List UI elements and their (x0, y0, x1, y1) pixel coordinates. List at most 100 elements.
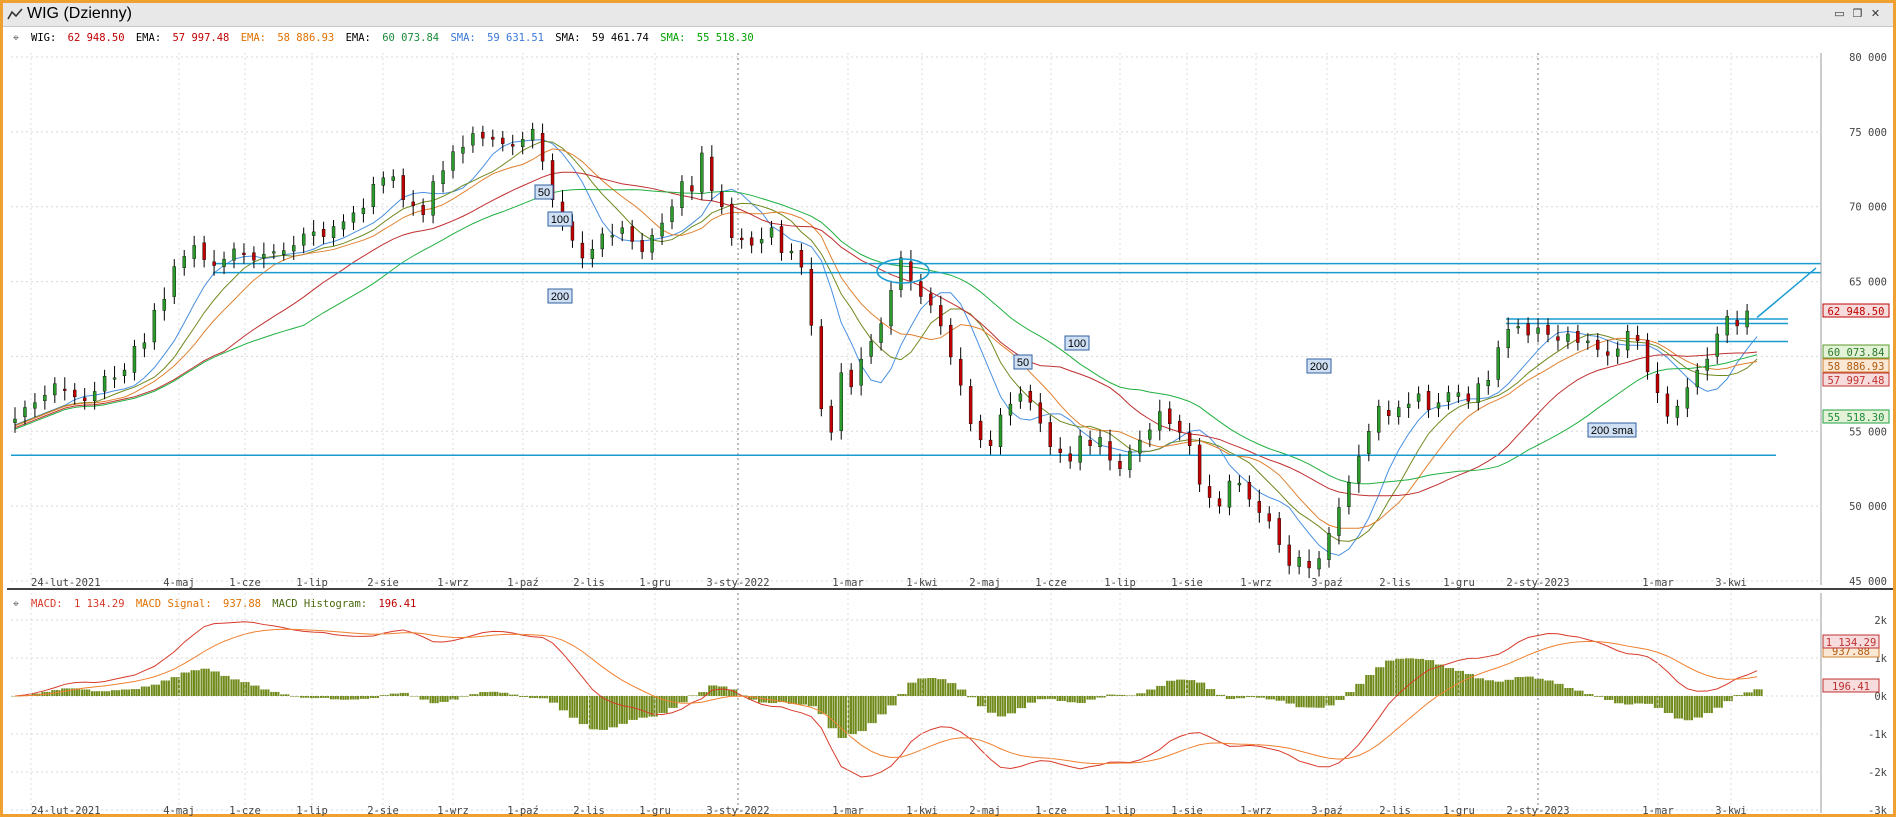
histogram-bar (1748, 692, 1751, 696)
window-titlebar[interactable]: WIG (Dzienny) ▭ ❐ ✕ (3, 3, 1893, 27)
histogram-bar (593, 696, 596, 730)
candle-body (1158, 411, 1162, 431)
histogram-bar (703, 692, 706, 696)
histogram-bar (1355, 683, 1358, 696)
histogram-bar (202, 668, 205, 696)
histogram-bar (1146, 689, 1149, 696)
histogram-bar (1285, 696, 1288, 704)
histogram-bar (830, 696, 833, 729)
histogram-bar (1656, 696, 1659, 708)
histogram-bar (859, 696, 862, 732)
annotation-100: 100 (551, 214, 569, 226)
candle-body (1277, 518, 1281, 545)
histogram-bar (1566, 688, 1569, 696)
histogram-bar (797, 696, 800, 705)
histogram-bar (974, 696, 977, 698)
histogram-bar (541, 696, 544, 699)
histogram-bar (1345, 692, 1348, 696)
tag-hist: 196.41 (1832, 681, 1870, 693)
histogram-bar (1004, 696, 1007, 717)
histogram-bar (1011, 696, 1014, 714)
histogram-bar (1479, 678, 1482, 696)
candle-body (1745, 310, 1749, 328)
histogram-bar (1297, 696, 1300, 708)
histogram-bar (509, 694, 512, 696)
x-tick-label: 1-cze (1035, 577, 1067, 589)
highlight-ellipse (876, 258, 930, 284)
histogram-bar (543, 696, 546, 699)
legend-ema2-label: EMA: (241, 32, 266, 44)
histogram-bar (13, 696, 16, 697)
candle-body (1576, 331, 1580, 343)
histogram-bar (503, 692, 506, 696)
histogram-bar (576, 696, 579, 718)
histogram-bar (1188, 680, 1191, 696)
histogram-bar (827, 696, 830, 729)
histogram-bar (536, 696, 539, 699)
histogram-bar (1633, 696, 1636, 704)
restore-icon[interactable]: ❐ (1852, 7, 1863, 20)
minimize-icon[interactable]: ▭ (1834, 7, 1845, 20)
histogram-bar (466, 696, 469, 697)
histogram-bar (1068, 696, 1071, 703)
histogram-bar (645, 696, 648, 718)
histogram-bar (394, 693, 397, 696)
histogram-bar (103, 691, 106, 696)
histogram-bar (621, 696, 624, 724)
x-tick-label-macd: 2-sie (367, 805, 399, 817)
histogram-bar (83, 689, 86, 696)
histogram-bar (1342, 696, 1345, 701)
histogram-bar (1594, 696, 1597, 697)
histogram-bar (1491, 680, 1494, 696)
candle-body (242, 252, 246, 256)
histogram-bar (190, 670, 193, 696)
histogram-bar (1700, 696, 1703, 718)
candle-body (909, 261, 913, 281)
histogram-bar (979, 696, 982, 707)
histogram-bar (1584, 694, 1587, 696)
tag-last: 62 948.50 (1828, 306, 1885, 318)
macd-tags: 937.88 1 134.29 196.41 (1822, 634, 1880, 693)
candle-body (391, 176, 395, 181)
histogram-bar (11, 696, 14, 697)
histogram-bar (1407, 658, 1410, 696)
candle-body (471, 133, 475, 146)
histogram-bar (207, 668, 210, 696)
histogram-bar (1076, 696, 1079, 703)
histogram-bar (1282, 696, 1285, 701)
histogram-bar (300, 696, 303, 698)
histogram-bar (143, 686, 146, 696)
histogram-bar (329, 696, 332, 700)
histogram-bar (1118, 694, 1121, 696)
x-tick-label-macd: 3-paź (1311, 805, 1343, 817)
histogram-bar (431, 696, 434, 704)
histogram-bar (322, 696, 325, 698)
histogram-bar (869, 696, 872, 724)
histogram-bar (1658, 696, 1661, 708)
histogram-bar (630, 696, 633, 720)
histogram-bar (538, 696, 541, 699)
histogram-bar (205, 668, 208, 696)
candle-body (869, 341, 873, 357)
histogram-bar (1365, 675, 1368, 696)
histogram-bar (464, 696, 467, 697)
histogram-bar (1320, 696, 1323, 708)
histogram-bar (138, 689, 141, 696)
trend-line[interactable] (1756, 267, 1817, 319)
histogram-bar (402, 692, 405, 696)
histogram-bar (688, 695, 691, 696)
histogram-bar (1487, 680, 1490, 696)
histogram-bar (1437, 664, 1440, 696)
histogram-bar (782, 696, 785, 703)
histogram-bar (439, 696, 442, 702)
histogram-bar (327, 696, 330, 698)
histogram-bar (976, 696, 979, 707)
histogram-bar (275, 691, 278, 696)
candle-body (421, 205, 425, 215)
histogram-bar (800, 696, 803, 705)
close-icon[interactable]: ✕ (1870, 7, 1881, 20)
histogram-bar (705, 692, 708, 696)
candle-body (1118, 461, 1122, 469)
histogram-bar (750, 696, 753, 700)
